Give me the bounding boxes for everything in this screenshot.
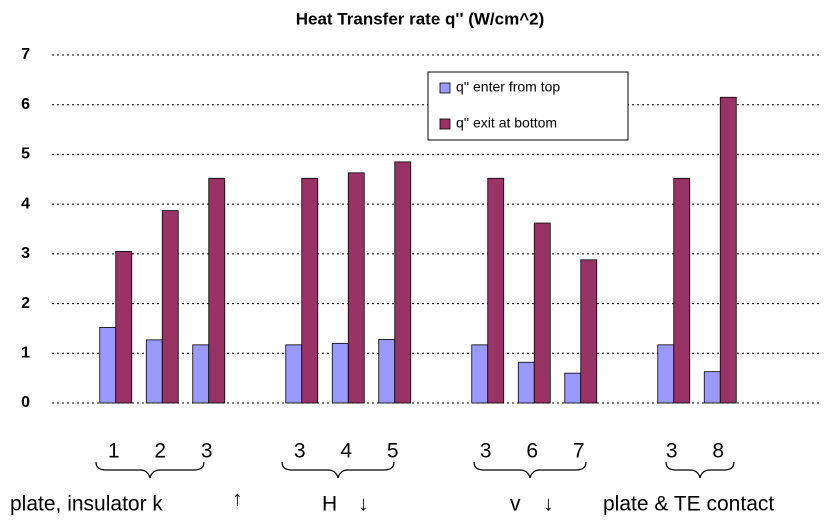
bar [703,371,721,404]
bar [487,177,505,404]
bar [161,210,179,404]
y-tick-label: 1 [21,345,30,362]
x-tick-label: 3 [201,440,213,463]
bar [517,361,535,404]
x-tick-label: 6 [526,440,538,463]
bar [657,344,675,404]
bar [673,177,691,404]
x-tick-label: 8 [712,440,724,463]
annotation: ↓ [543,493,554,516]
group-braces [95,461,735,479]
bar [471,344,489,404]
annotation: ↑ [232,488,243,511]
annotation: plate & TE contact [603,493,774,516]
bar [285,344,303,404]
bar [331,342,349,404]
y-tick-label: 4 [21,195,30,212]
annotation: ↓ [358,493,369,516]
bar [301,177,319,404]
bar [145,339,163,404]
x-tick-label: 2 [154,440,166,463]
annotation: v [510,493,521,516]
legend: q'' enter from top q'' exit at bottom [427,71,629,141]
bar [192,344,210,404]
x-tick-label: 1 [108,440,120,463]
bar [378,338,396,404]
y-tick-label: 7 [21,46,30,63]
bar [99,327,117,404]
legend-box [427,71,629,141]
legend-label: q'' enter from top [456,79,560,95]
x-tick-label: 5 [387,440,399,463]
legend-swatch [439,118,451,130]
bar [564,372,582,404]
y-tick-label: 2 [21,295,30,312]
x-tick-label: 3 [294,440,306,463]
x-tick-label: 3 [666,440,678,463]
bar [719,96,737,404]
y-tick-label: 0 [21,394,30,411]
bar [580,259,598,404]
chart-title: Heat Transfer rate q'' (W/cm^2) [296,9,545,28]
legend-label: q'' exit at bottom [456,115,557,131]
x-tick-label: 4 [340,440,352,463]
x-tick-label: 3 [480,440,492,463]
legend-swatch [439,82,451,94]
bar [533,222,551,404]
bar [208,177,226,404]
y-tick-label: 6 [21,96,30,113]
annotation: plate, insulator k [10,493,163,516]
y-tick-label: 5 [21,146,30,163]
bar [394,161,412,404]
bar [347,172,365,404]
y-tick-label: 3 [21,245,30,262]
bar [115,250,133,404]
x-tick-label: 7 [573,440,585,463]
annotation: H [322,493,337,516]
